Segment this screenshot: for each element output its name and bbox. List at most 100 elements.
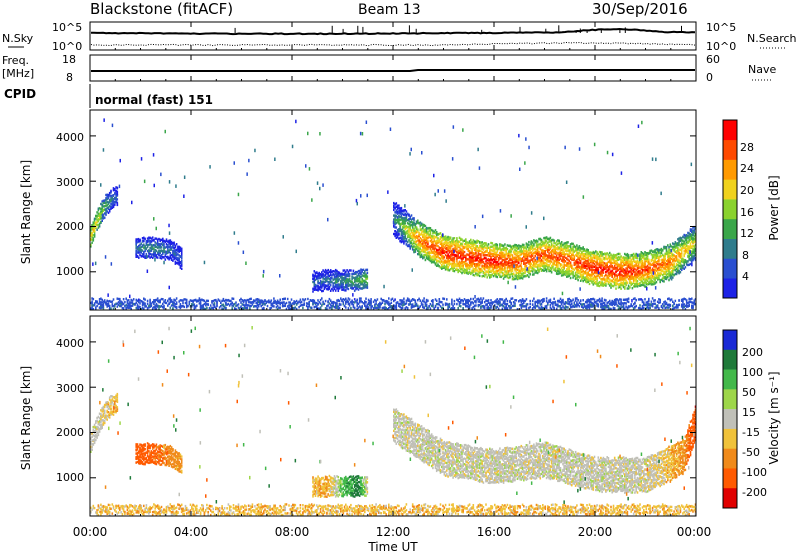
data-cell	[504, 249, 506, 252]
data-cell	[319, 279, 322, 283]
data-cell	[620, 278, 622, 281]
data-cell	[102, 205, 105, 208]
data-cell	[206, 306, 208, 309]
data-cell	[680, 247, 683, 250]
data-cell	[338, 287, 341, 290]
data-cell	[555, 247, 558, 250]
data-cell	[567, 263, 569, 266]
data-cell	[393, 204, 395, 207]
data-cell	[108, 200, 111, 203]
data-cell	[411, 221, 414, 224]
data-cell	[404, 218, 406, 221]
data-cell	[645, 272, 648, 276]
data-cell	[443, 256, 446, 259]
data-cell	[434, 253, 437, 256]
data-cell	[547, 267, 549, 270]
data-cell	[635, 264, 637, 267]
data-cell	[486, 276, 488, 279]
data-cell	[91, 297, 93, 300]
data-cell	[102, 303, 105, 306]
data-cell	[144, 237, 146, 240]
data-cell	[149, 252, 151, 256]
data-cell	[483, 246, 486, 249]
data-cell	[579, 248, 582, 251]
data-cell	[653, 282, 655, 286]
data-cell	[401, 222, 404, 225]
data-cell	[636, 261, 639, 264]
data-cell	[446, 250, 448, 254]
data-cell	[91, 241, 93, 244]
data-cell	[520, 267, 523, 270]
data-cell	[434, 244, 437, 247]
data-cell	[446, 266, 448, 269]
data-cell	[487, 257, 490, 261]
data-cell	[573, 268, 576, 271]
data-cell	[693, 251, 696, 255]
data-cell	[332, 289, 334, 292]
data-cell	[342, 283, 345, 286]
noise-right-tick-top: 10^5	[706, 21, 736, 34]
data-cell	[502, 252, 505, 255]
data-cell	[405, 218, 408, 221]
data-cell	[343, 269, 346, 272]
data-cell	[314, 285, 317, 289]
data-cell	[613, 283, 616, 286]
data-cell	[466, 269, 468, 272]
data-cell	[478, 274, 481, 278]
data-cell	[121, 303, 124, 306]
data-cell	[643, 252, 645, 256]
data-cell	[608, 267, 611, 270]
data-cell	[648, 266, 650, 269]
data-cell	[654, 276, 656, 279]
data-cell	[636, 267, 639, 271]
data-cell	[613, 275, 616, 279]
data-cell	[473, 270, 476, 273]
data-cell	[327, 277, 329, 280]
data-cell	[523, 250, 525, 253]
data-cell	[659, 251, 661, 254]
data-cell	[621, 269, 624, 272]
data-cell	[667, 258, 669, 262]
data-cell	[593, 276, 596, 279]
data-cell	[92, 239, 95, 242]
data-cell	[571, 256, 573, 260]
data-cell	[178, 300, 180, 303]
data-cell	[444, 235, 447, 238]
data-cell	[111, 194, 114, 197]
data-cell	[324, 286, 327, 289]
data-cell	[154, 304, 156, 307]
data-cell	[596, 259, 598, 262]
data-cell	[478, 256, 481, 260]
data-cell	[425, 248, 428, 252]
data-cell	[563, 253, 565, 256]
data-cell	[329, 280, 332, 283]
data-cell	[669, 264, 672, 267]
data-cell	[631, 253, 634, 257]
data-cell	[403, 219, 405, 222]
data-cell	[535, 270, 538, 273]
data-cell	[101, 205, 103, 208]
data-cell	[566, 264, 568, 267]
data-cell	[140, 242, 143, 245]
data-cell	[107, 195, 110, 198]
data-cell	[420, 243, 423, 246]
data-cell	[495, 266, 497, 269]
data-cell	[328, 274, 331, 278]
data-cell	[689, 242, 692, 245]
data-cell	[452, 267, 454, 271]
data-cell	[435, 259, 438, 262]
data-cell	[478, 258, 481, 262]
data-cell	[364, 282, 366, 285]
data-cell	[637, 262, 640, 265]
data-cell	[651, 256, 654, 260]
data-cell	[622, 258, 625, 261]
data-cell	[401, 237, 404, 240]
data-cell	[92, 304, 95, 307]
data-cell	[626, 265, 629, 268]
data-cell	[231, 297, 233, 300]
data-cell	[406, 232, 409, 235]
data-cell	[465, 254, 467, 257]
data-cell	[598, 264, 601, 267]
data-cell	[106, 210, 108, 213]
data-cell	[582, 254, 584, 258]
